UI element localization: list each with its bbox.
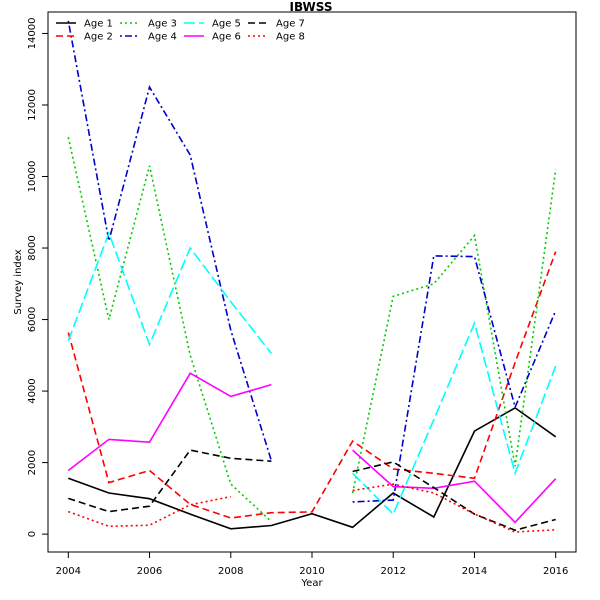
legend-item: Age 8 [248,32,305,43]
series-layer [67,20,557,533]
legend-item: Age 6 [184,32,241,43]
series-line [68,495,231,528]
x-tick-label: 2016 [543,566,568,577]
x-axis: 2004 2006 2008 2010 2012 2014 2016 [56,552,568,577]
x-tick-label: 2006 [137,566,162,577]
legend-label: Age 6 [212,32,241,43]
series-line [67,230,273,354]
series-line [352,320,557,516]
x-tick-label: 2012 [381,566,406,577]
y-tick-label: 8000 [27,235,38,260]
legend-label: Age 2 [84,32,113,43]
series-age-5 [67,230,557,516]
series-age-4 [67,20,557,503]
legend-item: Age 7 [248,19,305,30]
series-line [67,20,273,462]
y-tick-label: 12000 [27,89,38,121]
series-line [352,483,556,533]
series-line [67,251,557,519]
legend-label: Age 7 [276,19,305,30]
legend-label: Age 5 [212,19,241,30]
series-line [68,449,272,513]
y-axis-title: Survey index [13,249,24,314]
legend-item: Age 1 [56,19,113,30]
series-line [352,449,557,524]
legend-item: Age 4 [120,32,177,43]
y-tick-label: 10000 [27,161,38,193]
series-line [352,255,557,503]
y-tick-label: 0 [27,531,38,537]
series-age-3 [67,137,557,523]
x-tick-label: 2014 [462,566,487,577]
series-age-1 [68,406,557,530]
x-tick-label: 2004 [56,566,81,577]
y-axis: 0 2000 4000 6000 8000 10000 12000 14000 [27,18,48,537]
y-tick-label: 2000 [27,450,38,475]
legend-label: Age 3 [148,19,177,30]
series-age-8 [68,483,556,533]
legend-label: Age 1 [84,19,113,30]
series-age-6 [67,372,557,524]
chart-title: IBWSS [290,0,333,14]
series-line [68,406,557,530]
y-tick-label: 6000 [27,307,38,332]
legend-label: Age 4 [148,32,177,43]
legend-item: Age 2 [56,32,113,43]
legend-label: Age 8 [276,32,305,43]
series-line [351,169,557,494]
y-tick-label: 14000 [27,18,38,50]
series-line [67,372,272,472]
series-age-7 [68,449,556,532]
series-age-2 [67,251,557,519]
legend-item: Age 5 [184,19,241,30]
x-axis-title: Year [300,578,323,589]
legend-item: Age 3 [120,19,177,30]
series-line [67,137,272,523]
x-tick-label: 2008 [218,566,243,577]
series-line [352,461,556,532]
y-tick-label: 4000 [27,378,38,403]
x-tick-label: 2010 [299,566,324,577]
legend: Age 1 Age 2 Age 3 Age 4 Age 5 Age 6 Age 7 Age 8 [56,19,305,43]
